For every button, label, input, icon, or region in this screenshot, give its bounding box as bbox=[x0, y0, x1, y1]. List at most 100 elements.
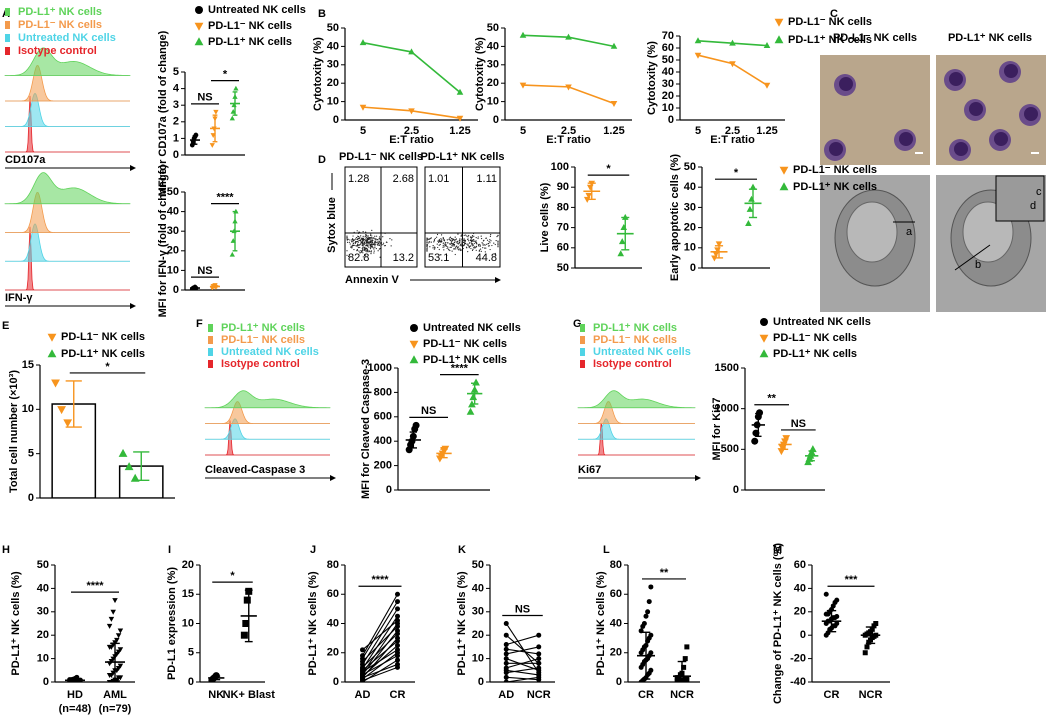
legend-marker bbox=[194, 22, 204, 31]
event-dot bbox=[361, 250, 364, 252]
event-dot bbox=[473, 235, 475, 237]
event-dot bbox=[351, 247, 353, 249]
legend-label: PD-L1⁻ NK cells bbox=[221, 334, 305, 346]
event-dot bbox=[433, 239, 436, 241]
event-dot bbox=[465, 246, 468, 248]
event-dot bbox=[370, 250, 373, 252]
significance-label: * bbox=[734, 167, 739, 179]
event-dot bbox=[352, 244, 354, 246]
y-tick-label: 15 bbox=[22, 359, 34, 371]
y-tick-label: 90 bbox=[557, 181, 569, 193]
event-dot bbox=[487, 245, 490, 247]
event-dot bbox=[497, 240, 499, 242]
image-label: b bbox=[975, 259, 981, 271]
event-dot bbox=[486, 243, 488, 245]
event-dot bbox=[426, 249, 428, 252]
legend-marker bbox=[774, 18, 784, 27]
event-dot bbox=[375, 238, 377, 240]
y-tick-label: 70 bbox=[557, 222, 569, 234]
data-point bbox=[620, 224, 628, 230]
data-point bbox=[676, 675, 682, 681]
event-dot bbox=[430, 237, 432, 239]
event-dot bbox=[389, 237, 391, 240]
x-tick-label: AD bbox=[498, 689, 514, 701]
event-dot bbox=[452, 245, 454, 247]
data-point bbox=[617, 250, 625, 257]
event-dot bbox=[354, 238, 357, 240]
legend-marker bbox=[779, 166, 789, 175]
legend-label: PD-L1⁺ NK cells bbox=[593, 322, 677, 334]
arrow-head bbox=[130, 303, 136, 309]
event-dot bbox=[426, 244, 429, 246]
arrow-head bbox=[695, 475, 701, 481]
data-point bbox=[648, 667, 654, 673]
scale-bar bbox=[1031, 152, 1039, 154]
event-dot bbox=[351, 238, 354, 240]
legend-label: PD-L1⁺ NK cells bbox=[423, 354, 507, 366]
event-dot bbox=[390, 245, 392, 247]
event-dot bbox=[480, 235, 482, 237]
data-point bbox=[503, 651, 509, 657]
legend-label: Isotype control bbox=[18, 45, 97, 57]
x-axis-label: E:T ratio bbox=[546, 134, 591, 146]
event-dot bbox=[373, 248, 375, 250]
event-dot bbox=[380, 241, 383, 244]
event-dot bbox=[470, 239, 472, 241]
significance-label: * bbox=[606, 163, 611, 175]
event-dot bbox=[448, 249, 450, 251]
event-dot bbox=[361, 237, 363, 240]
event-dot bbox=[371, 229, 373, 232]
panel-letter: C bbox=[830, 8, 838, 20]
event-dot bbox=[479, 248, 482, 250]
data-point bbox=[834, 597, 840, 603]
significance-label: * bbox=[105, 361, 110, 373]
legend-label: PD-L1⁺ NK cells bbox=[61, 348, 145, 360]
event-dot bbox=[376, 241, 379, 243]
x-tick-label: NCR bbox=[527, 689, 551, 701]
event-dot bbox=[363, 242, 365, 244]
event-dot bbox=[490, 234, 492, 236]
event-dot bbox=[359, 231, 361, 233]
significance-label: ** bbox=[660, 567, 669, 579]
event-dot bbox=[467, 251, 469, 253]
event-dot bbox=[478, 249, 481, 251]
event-dot bbox=[359, 252, 361, 254]
event-dot bbox=[440, 239, 442, 242]
legend-label: Untreated NK cells bbox=[773, 316, 871, 328]
x-axis-label: E:T ratio bbox=[710, 134, 755, 146]
event-dot bbox=[468, 242, 471, 244]
event-dot bbox=[429, 238, 431, 240]
x-tick-label: 2.5 bbox=[404, 125, 419, 137]
event-dot bbox=[456, 240, 459, 242]
y-tick-label: 0 bbox=[333, 114, 339, 126]
y-tick-label: 50 bbox=[167, 186, 179, 198]
y-tick-label: 20 bbox=[182, 559, 194, 571]
y-tick-label: 10 bbox=[22, 403, 34, 415]
panel-letter: D bbox=[318, 154, 326, 166]
y-tick-label: 0 bbox=[188, 676, 194, 688]
y-tick-label: 80 bbox=[610, 559, 622, 571]
data-point bbox=[648, 584, 654, 590]
event-dot bbox=[497, 245, 499, 247]
event-dot bbox=[391, 239, 393, 241]
pair-line bbox=[506, 658, 539, 671]
plot-area bbox=[208, 587, 257, 682]
nucleus bbox=[994, 132, 1008, 146]
event-dot bbox=[346, 235, 348, 237]
event-dot bbox=[491, 244, 493, 247]
event-dot bbox=[360, 241, 362, 244]
event-dot bbox=[455, 246, 457, 248]
y-tick-label: 50 bbox=[37, 559, 49, 571]
image-label: a bbox=[906, 226, 913, 238]
data-point bbox=[610, 42, 618, 49]
x-tick-label: 2.5 bbox=[561, 125, 576, 137]
y-tick-label: 20 bbox=[37, 629, 49, 641]
event-dot bbox=[474, 247, 476, 249]
event-dot bbox=[360, 240, 362, 242]
y-tick-label: 1500 bbox=[715, 362, 739, 374]
event-dot bbox=[460, 240, 462, 242]
event-dot bbox=[462, 247, 464, 250]
y-tick-label: 5 bbox=[173, 66, 179, 78]
event-dot bbox=[440, 234, 443, 236]
event-dot bbox=[457, 249, 460, 251]
